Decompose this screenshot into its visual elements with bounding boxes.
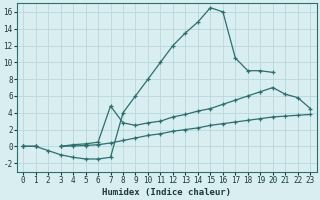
X-axis label: Humidex (Indice chaleur): Humidex (Indice chaleur) <box>102 188 231 197</box>
